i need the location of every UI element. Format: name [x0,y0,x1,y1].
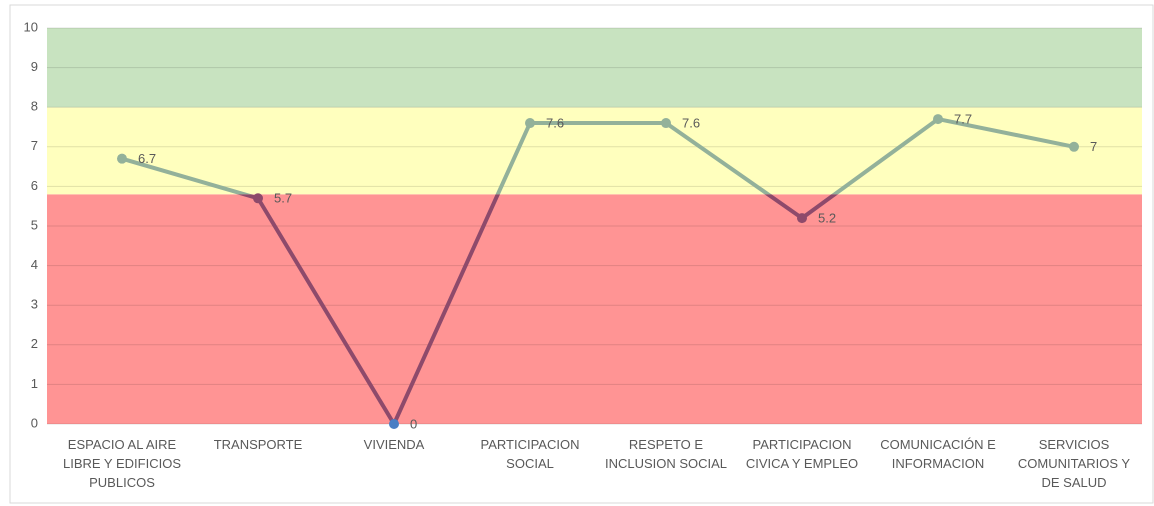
x-tick-label: ESPACIO AL AIRE LIBRE Y EDIFICIOS PUBLICOS [63,437,181,490]
data-label: 0 [410,416,417,431]
x-tick-line: PARTICIPACION [481,437,580,452]
point [253,193,263,204]
x-tick-label: PARTICIPACION CIVICA Y EMPLEO [746,437,858,471]
y-tick-label: 4 [31,257,38,272]
data-label: 7 [1090,139,1097,154]
y-tick-label: 1 [31,376,38,391]
x-tick-line: INCLUSION SOCIAL [605,456,727,471]
y-tick-label: 5 [31,217,38,232]
y-tick-label: 10 [24,19,38,34]
x-tick-line: VIVIENDA [364,437,425,452]
x-tick-line: TRANSPORTE [214,437,303,452]
x-tick-line: PUBLICOS [89,475,155,490]
x-tick-label: VIVIENDA [364,437,425,452]
x-tick-line: SERVICIOS [1039,437,1110,452]
x-tick-line: COMUNICACIÓN E [880,437,996,452]
y-tick-label: 8 [31,99,38,114]
x-tick-line: DE SALUD [1041,475,1106,490]
y-tick-label: 6 [31,178,38,193]
x-tick-line: LIBRE Y EDIFICIOS [63,456,181,471]
point [525,118,535,129]
x-tick-label: RESPETO E INCLUSION SOCIAL [605,437,727,471]
y-tick-label: 0 [31,415,38,430]
y-tick-label: 9 [31,59,38,74]
data-label: 7.6 [546,115,564,130]
y-tick-label: 7 [31,138,38,153]
band [47,28,1142,108]
point [933,114,943,125]
y-tick-label: 2 [31,336,38,351]
band [47,194,1142,424]
x-tick-line: CIVICA Y EMPLEO [746,456,858,471]
x-tick-label: COMUNICACIÓN E INFORMACION [880,437,996,471]
point [389,419,399,429]
y-tick-label: 3 [31,297,38,312]
line-above [121,117,1075,195]
x-tick-line: INFORMACION [892,456,984,471]
data-label: 7.7 [954,112,972,127]
point [797,213,807,224]
line-below [237,194,839,426]
x-tick-line: SOCIAL [506,456,554,471]
x-tick-label: PARTICIPACION SOCIAL [481,437,580,471]
x-tick-line: PARTICIPACION [753,437,852,452]
data-label: 5.2 [818,211,836,226]
x-tick-line: RESPETO E [629,437,704,452]
band [47,107,1142,195]
x-tick-line: COMUNITARIOS Y [1018,456,1131,471]
data-label: 5.7 [274,191,292,206]
x-tick-label: TRANSPORTE [214,437,303,452]
x-tick-label: SERVICIOS COMUNITARIOS Y DE SALUD [1018,437,1131,490]
x-tick-line: ESPACIO AL AIRE [68,437,177,452]
data-label: 6.7 [138,151,156,166]
point [661,118,671,129]
point [117,153,127,164]
point [1069,141,1079,152]
data-label: 7.6 [682,115,700,130]
